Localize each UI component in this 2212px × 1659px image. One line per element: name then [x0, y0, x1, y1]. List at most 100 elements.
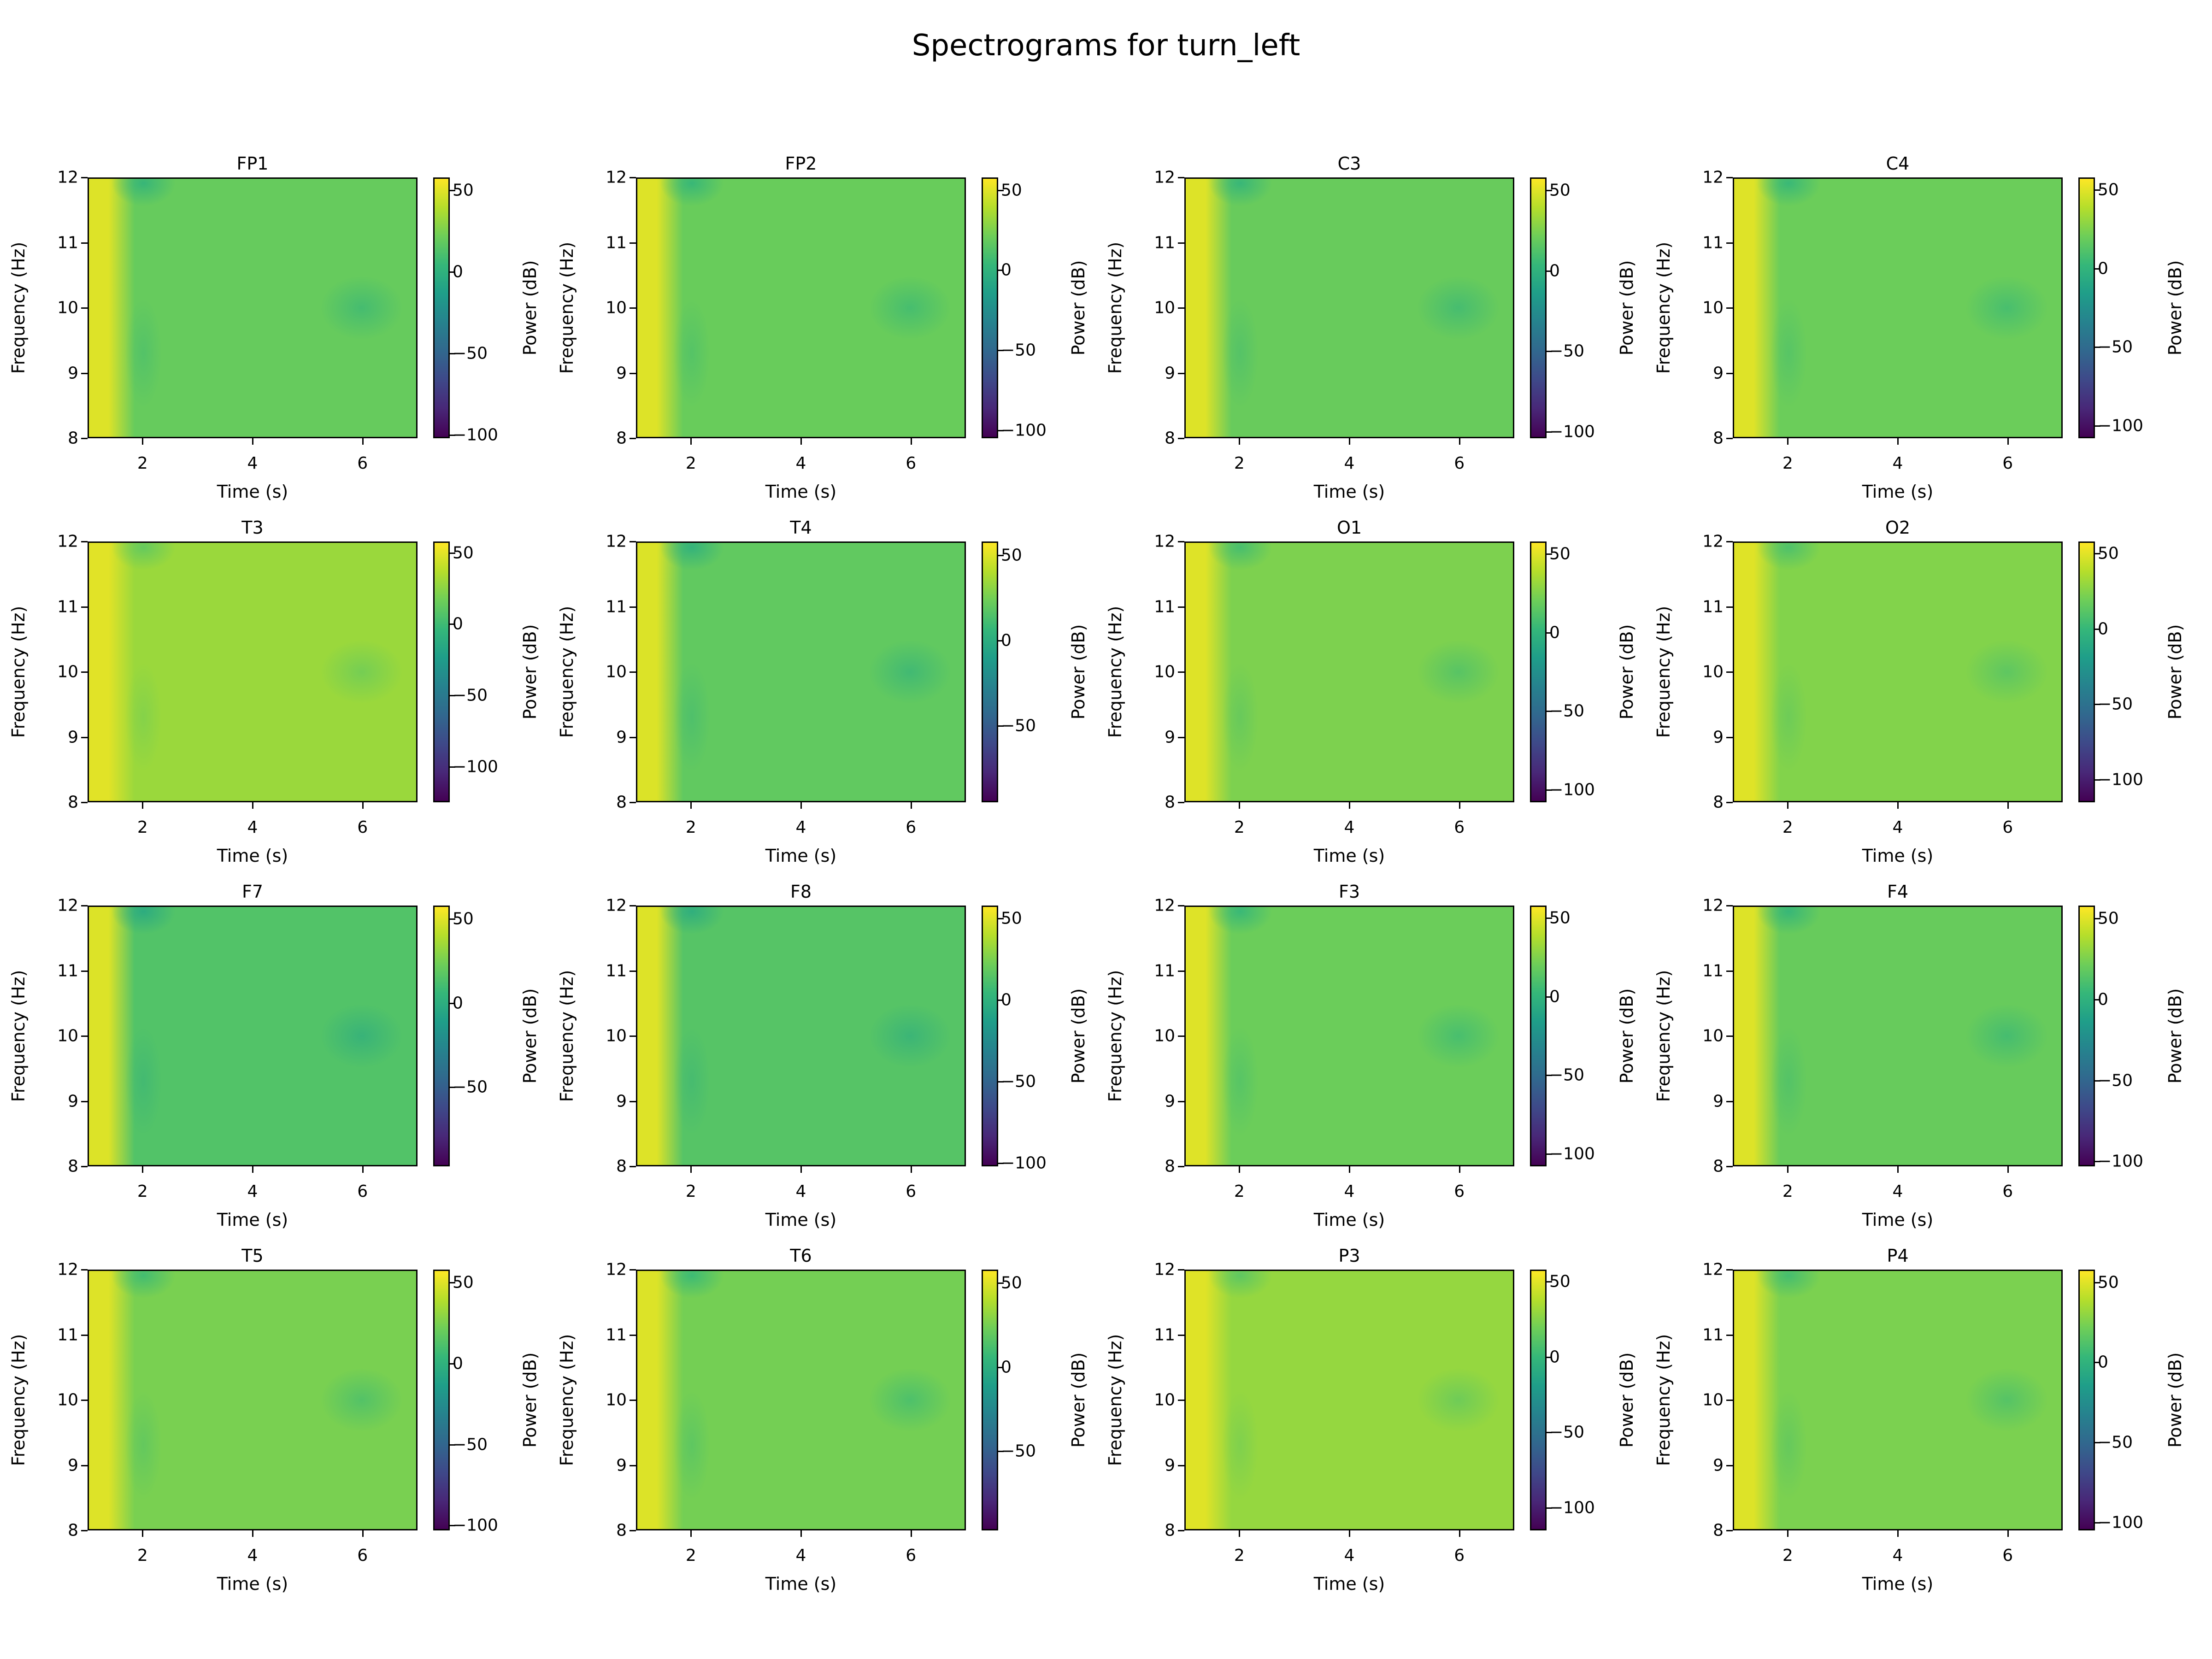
y-tick-label: 12	[57, 532, 78, 551]
spectrogram-image	[1733, 906, 2063, 1166]
spectrogram-image	[1184, 1270, 1514, 1530]
colorbar-tick-mark	[1547, 189, 1552, 191]
y-axis-label: Frequency (Hz)	[557, 970, 577, 1102]
y-tick-label: 11	[1154, 1325, 1175, 1344]
y-tick-label: 12	[606, 168, 627, 187]
y-tick-label: 10	[1154, 662, 1175, 682]
x-tick-mark	[910, 438, 912, 445]
y-tick-label: 11	[606, 233, 627, 252]
y-tick-mark	[81, 1400, 88, 1401]
colorbar-label: Power (dB)	[2165, 260, 2185, 356]
y-tick-label: 8	[616, 1157, 627, 1176]
x-tick-label: 4	[1344, 1546, 1355, 1565]
x-axis-label: Time (s)	[1313, 846, 1385, 866]
y-tick-label: 10	[1702, 1026, 1724, 1046]
colorbar-tick-mark	[1547, 1356, 1552, 1358]
x-tick-mark	[690, 1166, 692, 1173]
spectrogram-image	[1184, 541, 1514, 802]
y-tick-mark	[81, 372, 88, 374]
colorbar-label: Power (dB)	[1068, 260, 1088, 356]
colorbar-tick-label: 50	[453, 181, 474, 200]
y-tick-label: 10	[57, 298, 78, 318]
y-tick-label: 8	[1165, 1157, 1175, 1176]
y-tick-mark	[1726, 1465, 1733, 1466]
spectrogram-image	[88, 1270, 418, 1530]
y-axis-label: Frequency (Hz)	[8, 606, 29, 738]
y-tick-label: 12	[1702, 1260, 1724, 1279]
x-tick-label: 6	[1454, 1182, 1465, 1201]
y-tick-label: 8	[1713, 429, 1724, 448]
colorbar-tick-mark	[2095, 189, 2100, 191]
y-tick-label: 8	[1165, 793, 1175, 812]
y-tick-mark	[81, 671, 88, 673]
x-tick-mark	[362, 1166, 364, 1173]
x-tick-mark	[800, 438, 802, 445]
spectrogram-panel-o1: O1 12 11 10 9 8 Frequency (Hz) 2 4 6 Time (s) 50 0 −…	[1097, 518, 1645, 906]
y-tick-mark	[1178, 1400, 1184, 1401]
x-tick-label: 6	[1454, 1546, 1465, 1565]
y-tick-mark	[81, 541, 88, 542]
y-tick-mark	[1726, 541, 1733, 542]
colorbar-tick-mark	[1547, 1075, 1552, 1077]
spectrogram-image	[1184, 177, 1514, 438]
y-tick-label: 9	[68, 1092, 78, 1111]
colorbar-tick-label: 50	[1549, 1272, 1571, 1291]
y-tick-label: 12	[1702, 168, 1724, 187]
figure-title: Spectrograms for turn_left	[912, 29, 1300, 63]
x-tick-label: 6	[2002, 454, 2013, 473]
x-axis-label: Time (s)	[217, 846, 288, 866]
colorbar-tick-mark	[1547, 553, 1552, 555]
spectrogram-image	[1733, 541, 2063, 802]
y-tick-label: 8	[1713, 1157, 1724, 1176]
x-tick-label: 2	[137, 454, 148, 473]
y-tick-mark	[629, 1334, 636, 1336]
colorbar-tick-label: −100	[1001, 421, 1047, 440]
x-tick-label: 4	[1892, 818, 1903, 837]
colorbar-tick-label: 50	[453, 909, 474, 929]
x-axis-label: Time (s)	[765, 1210, 837, 1230]
y-tick-mark	[1178, 438, 1184, 439]
y-tick-mark	[81, 1035, 88, 1037]
y-tick-label: 12	[1154, 168, 1175, 187]
x-tick-label: 4	[247, 1182, 258, 1201]
y-tick-mark	[629, 307, 636, 309]
x-axis-label: Time (s)	[1862, 1210, 1934, 1230]
y-tick-label: 11	[1702, 1325, 1724, 1344]
colorbar	[2078, 541, 2095, 802]
panel-title: F4	[1887, 882, 1909, 902]
x-axis-label: Time (s)	[217, 1574, 288, 1594]
colorbar-label: Power (dB)	[520, 988, 540, 1084]
y-tick-mark	[629, 905, 636, 906]
colorbar-tick-mark	[2095, 1282, 2100, 1283]
spectrogram-image	[636, 1270, 966, 1530]
y-tick-mark	[1726, 1035, 1733, 1037]
x-tick-mark	[1897, 1166, 1899, 1173]
colorbar-tick-label: 0	[1001, 1358, 1012, 1377]
x-tick-mark	[2007, 438, 2009, 445]
x-tick-label: 4	[1344, 1182, 1355, 1201]
y-tick-label: 8	[1713, 1521, 1724, 1540]
y-tick-mark	[1726, 372, 1733, 374]
x-tick-label: 4	[247, 454, 258, 473]
y-tick-mark	[629, 1530, 636, 1531]
y-tick-mark	[1178, 1166, 1184, 1167]
x-tick-mark	[1459, 1530, 1460, 1537]
colorbar-label: Power (dB)	[520, 624, 540, 720]
panel-title: F7	[241, 882, 264, 902]
spectrogram-image	[1184, 906, 1514, 1166]
colorbar-tick-mark	[2095, 704, 2100, 706]
y-tick-label: 11	[57, 233, 78, 252]
y-tick-label: 10	[57, 662, 78, 682]
panel-title: T3	[241, 518, 264, 538]
panel-title: C3	[1337, 153, 1361, 174]
colorbar-tick-label: 0	[1549, 261, 1560, 281]
spectrogram-panel-t6: T6 12 11 10 9 8 Frequency (Hz) 2 4 6 Time (s) 50 0 −…	[548, 1246, 1097, 1634]
y-axis-label: Frequency (Hz)	[1653, 970, 1674, 1102]
colorbar-tick-mark	[998, 1081, 1004, 1083]
x-tick-mark	[1349, 802, 1350, 809]
y-tick-mark	[1178, 177, 1184, 178]
colorbar-tick-label: 50	[2098, 544, 2119, 563]
y-axis-label: Frequency (Hz)	[1105, 970, 1125, 1102]
y-tick-label: 12	[57, 168, 78, 187]
x-tick-label: 2	[1782, 818, 1793, 837]
